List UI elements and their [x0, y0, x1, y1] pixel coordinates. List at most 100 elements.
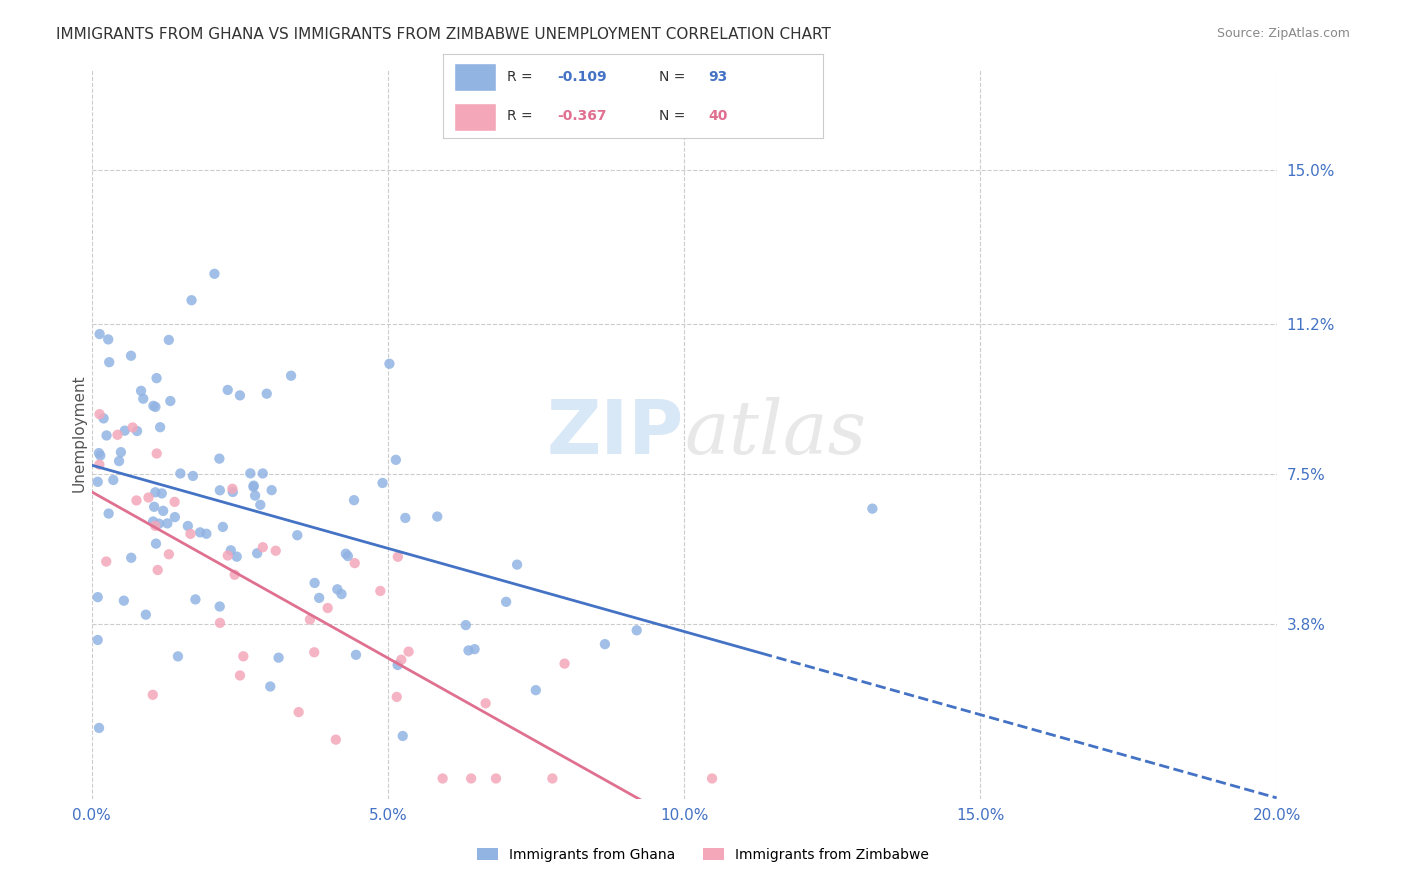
Point — [157, 333, 180, 347]
Point — [256, 386, 278, 401]
Point — [371, 475, 394, 490]
FancyBboxPatch shape — [454, 103, 496, 130]
Point — [219, 543, 242, 558]
Point — [89, 407, 111, 421]
Point — [112, 593, 135, 607]
Point — [138, 491, 160, 505]
Point — [217, 549, 239, 563]
Point — [700, 772, 723, 786]
Text: R =: R = — [508, 70, 537, 84]
Point — [180, 293, 202, 308]
Point — [593, 637, 616, 651]
Text: -0.109: -0.109 — [557, 70, 606, 84]
Legend: Immigrants from Ghana, Immigrants from Zimbabwe: Immigrants from Ghana, Immigrants from Z… — [471, 842, 935, 867]
Point — [221, 482, 243, 496]
Point — [344, 648, 367, 662]
Point — [336, 549, 359, 563]
Point — [267, 650, 290, 665]
Point — [485, 772, 508, 786]
Point — [860, 501, 883, 516]
Point — [252, 540, 274, 554]
Point — [280, 368, 302, 383]
Point — [107, 427, 129, 442]
Point — [184, 592, 207, 607]
Point — [243, 489, 266, 503]
Point — [385, 690, 408, 704]
Point — [120, 349, 142, 363]
Point — [120, 550, 142, 565]
Point — [385, 453, 408, 467]
Point — [308, 591, 330, 605]
Point — [387, 658, 409, 673]
Text: 40: 40 — [709, 109, 728, 123]
Point — [188, 525, 211, 540]
Point — [249, 498, 271, 512]
Point — [96, 428, 118, 442]
Point — [541, 772, 564, 786]
Point — [229, 388, 252, 402]
Point — [97, 333, 120, 347]
Point — [148, 516, 170, 531]
Point — [96, 555, 118, 569]
Point — [335, 547, 357, 561]
Point — [394, 511, 416, 525]
Point — [398, 644, 420, 658]
Point — [208, 451, 231, 466]
Point — [285, 528, 308, 542]
Point — [242, 478, 264, 492]
Text: IMMIGRANTS FROM GHANA VS IMMIGRANTS FROM ZIMBABWE UNEMPLOYMENT CORRELATION CHART: IMMIGRANTS FROM GHANA VS IMMIGRANTS FROM… — [56, 27, 831, 42]
Point — [108, 454, 131, 468]
Point — [252, 467, 274, 481]
Point — [391, 729, 413, 743]
Point — [222, 485, 245, 500]
Point — [103, 473, 125, 487]
Point — [145, 446, 167, 460]
Text: atlas: atlas — [685, 398, 866, 470]
Point — [129, 384, 152, 398]
Point — [150, 486, 173, 500]
Point — [495, 595, 517, 609]
Point — [208, 483, 231, 498]
Point — [464, 642, 486, 657]
Point — [110, 445, 132, 459]
Point — [326, 582, 349, 597]
Point — [177, 519, 200, 533]
Point — [159, 394, 181, 409]
Point — [89, 327, 111, 342]
Point — [239, 467, 262, 481]
Point — [304, 576, 326, 591]
Point — [169, 467, 191, 481]
Point — [204, 267, 226, 281]
Point — [195, 526, 218, 541]
Point — [368, 583, 391, 598]
Point — [87, 475, 110, 489]
Point — [298, 613, 321, 627]
Text: Source: ZipAtlas.com: Source: ZipAtlas.com — [1216, 27, 1350, 40]
Point — [93, 411, 115, 425]
Point — [149, 420, 172, 434]
Point — [163, 495, 186, 509]
Point — [426, 509, 449, 524]
Point — [343, 556, 366, 570]
Point — [121, 420, 143, 434]
Point — [460, 772, 482, 786]
Point — [378, 357, 401, 371]
Point — [89, 449, 111, 463]
Point — [330, 587, 353, 601]
Point — [143, 500, 166, 514]
Point — [152, 504, 174, 518]
Point — [142, 688, 165, 702]
Point — [506, 558, 529, 572]
Point — [474, 696, 496, 710]
Point — [179, 527, 201, 541]
Point — [132, 392, 155, 406]
Point — [316, 601, 339, 615]
Point — [217, 383, 239, 397]
Point — [229, 668, 252, 682]
Point — [626, 624, 648, 638]
Text: R =: R = — [508, 109, 537, 123]
Point — [125, 424, 148, 438]
Point — [212, 520, 235, 534]
Point — [97, 507, 120, 521]
Point — [157, 547, 180, 561]
